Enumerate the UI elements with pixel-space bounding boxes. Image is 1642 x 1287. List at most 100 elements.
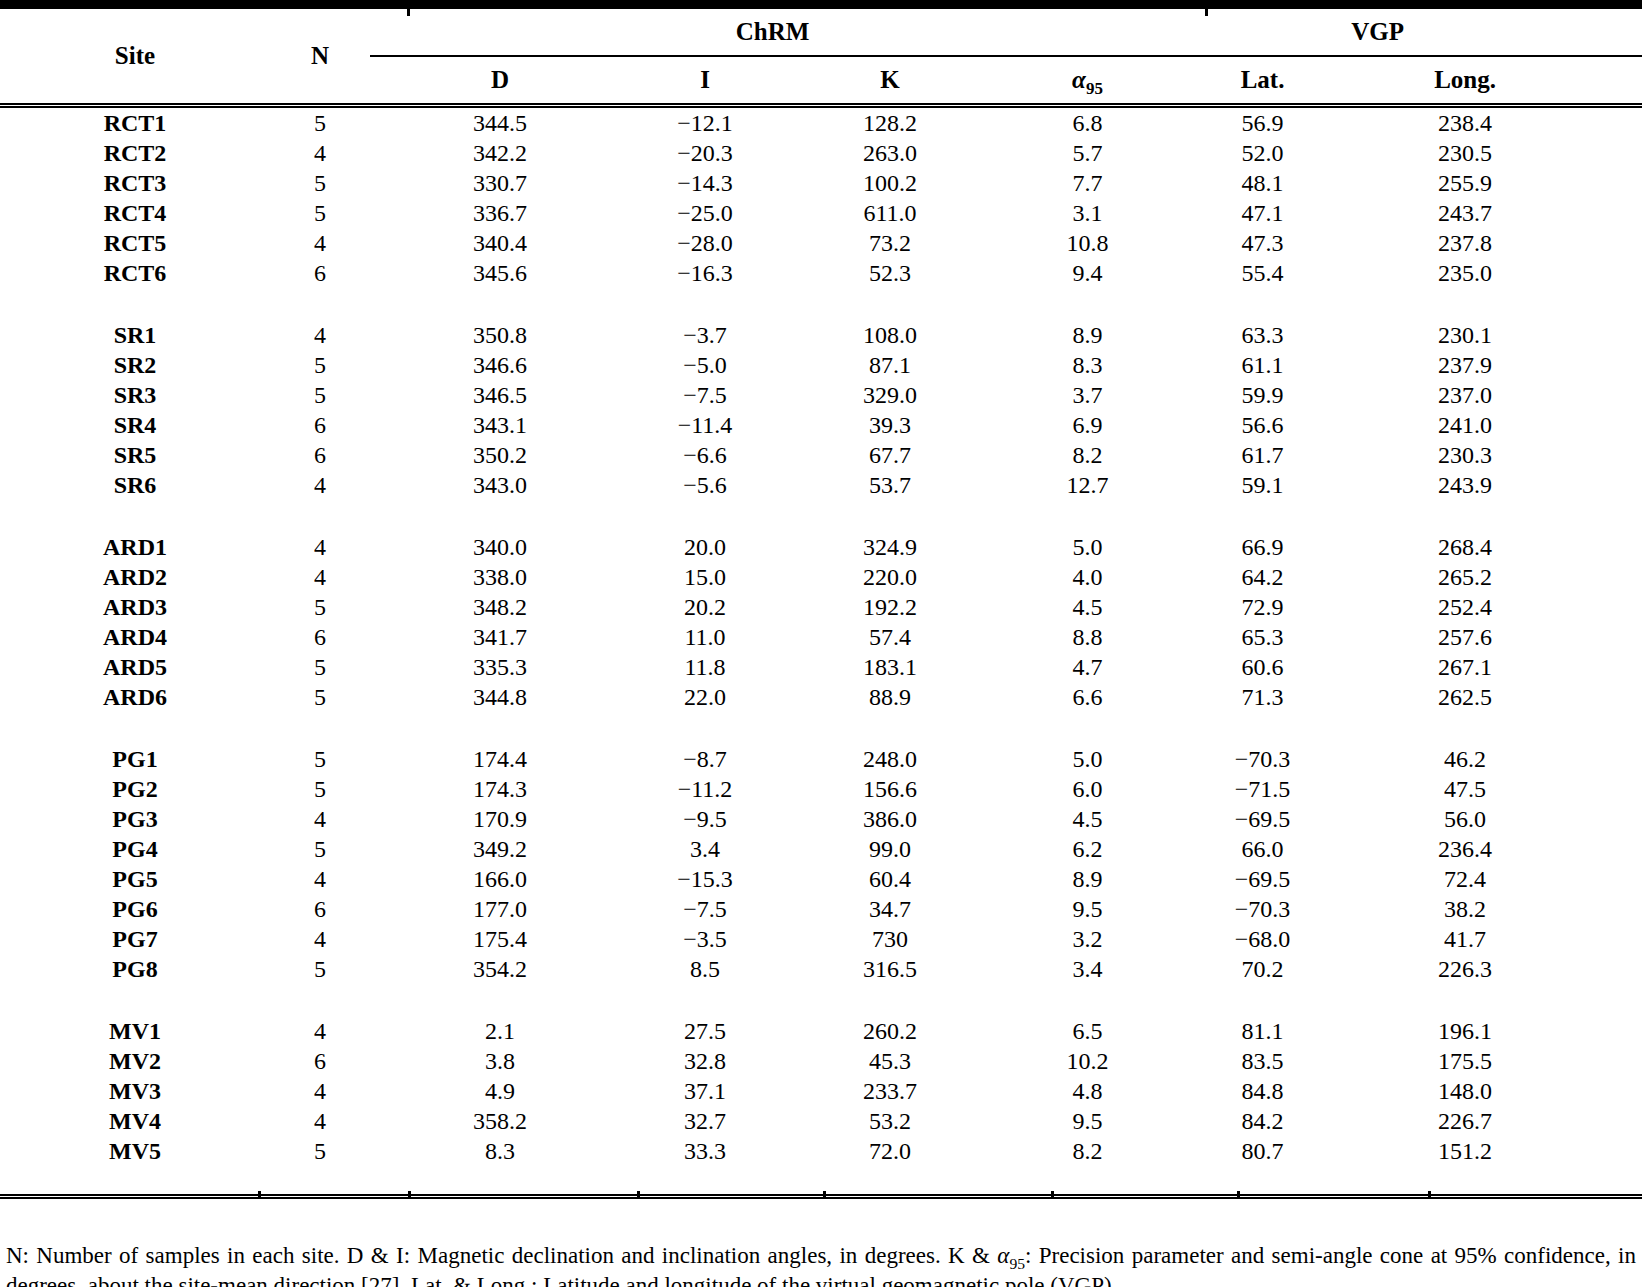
value-cell: 237.8 [1350, 228, 1642, 258]
value-cell: 48.1 [1175, 168, 1350, 198]
value-cell: 6.9 [1000, 410, 1175, 440]
table-row: SR25346.6−5.087.18.361.1237.9 [0, 350, 1642, 380]
value-cell: 7.7 [1000, 168, 1175, 198]
site-cell: PG1 [0, 744, 270, 774]
table-row: SR14350.8−3.7108.08.963.3230.1 [0, 320, 1642, 350]
value-cell: 59.1 [1175, 470, 1350, 500]
value-cell: 8.3 [370, 1136, 630, 1166]
table-row: PG15174.4−8.7248.05.0−70.346.2 [0, 744, 1642, 774]
value-cell: 81.1 [1175, 1016, 1350, 1046]
value-cell: 4.9 [370, 1076, 630, 1106]
column-divider-tick [1051, 1191, 1054, 1198]
table-row: PG54166.0−15.360.48.9−69.572.4 [0, 864, 1642, 894]
value-cell: 348.2 [370, 592, 630, 622]
column-header-long: Long. [1350, 56, 1642, 106]
value-cell: 37.1 [630, 1076, 780, 1106]
value-cell: 5 [270, 834, 370, 864]
value-cell: 4 [270, 1076, 370, 1106]
value-cell: 56.9 [1175, 106, 1350, 139]
site-cell: MV3 [0, 1076, 270, 1106]
site-cell: RCT3 [0, 168, 270, 198]
site-cell: PG3 [0, 804, 270, 834]
site-cell: SR2 [0, 350, 270, 380]
value-cell: 4.5 [1000, 592, 1175, 622]
site-cell: MV4 [0, 1106, 270, 1136]
value-cell: 330.7 [370, 168, 630, 198]
site-cell: PG5 [0, 864, 270, 894]
value-cell: 80.7 [1175, 1136, 1350, 1166]
value-cell: 3.4 [630, 834, 780, 864]
value-cell: −70.3 [1175, 894, 1350, 924]
value-cell: 2.1 [370, 1016, 630, 1046]
column-header-i: I [630, 56, 780, 106]
value-cell: 128.2 [780, 106, 1000, 139]
value-cell: 4 [270, 228, 370, 258]
value-cell: 3.1 [1000, 198, 1175, 228]
site-cell: MV2 [0, 1046, 270, 1076]
site-cell: ARD2 [0, 562, 270, 592]
table-row: SR35346.5−7.5329.03.759.9237.0 [0, 380, 1642, 410]
value-cell: 71.3 [1175, 682, 1350, 712]
value-cell: 230.5 [1350, 138, 1642, 168]
value-cell: 20.0 [630, 532, 780, 562]
table-row: ARD55335.311.8183.14.760.6267.1 [0, 652, 1642, 682]
site-cell: SR3 [0, 380, 270, 410]
value-cell: 342.2 [370, 138, 630, 168]
group-gap-row [0, 288, 1642, 320]
table-row: RCT15344.5−12.1128.26.856.9238.4 [0, 106, 1642, 139]
table-row: ARD14340.020.0324.95.066.9268.4 [0, 532, 1642, 562]
value-cell: −7.5 [630, 894, 780, 924]
group-gap-cell [0, 288, 1642, 320]
value-cell: 148.0 [1350, 1076, 1642, 1106]
bottom-pad-row [0, 1166, 1642, 1197]
alpha-subscript: 95 [1086, 79, 1103, 98]
value-cell: 5.7 [1000, 138, 1175, 168]
value-cell: 3.8 [370, 1046, 630, 1076]
table-row: MV558.333.372.08.280.7151.2 [0, 1136, 1642, 1166]
site-cell: RCT6 [0, 258, 270, 288]
value-cell: −5.6 [630, 470, 780, 500]
value-cell: 47.5 [1350, 774, 1642, 804]
value-cell: −14.3 [630, 168, 780, 198]
value-cell: 4 [270, 924, 370, 954]
value-cell: 47.1 [1175, 198, 1350, 228]
value-cell: 354.2 [370, 954, 630, 984]
value-cell: −12.1 [630, 106, 780, 139]
value-cell: 5 [270, 774, 370, 804]
value-cell: 4 [270, 532, 370, 562]
value-cell: 4 [270, 804, 370, 834]
value-cell: 4 [270, 1106, 370, 1136]
value-cell: 9.4 [1000, 258, 1175, 288]
value-cell: 5 [270, 592, 370, 622]
value-cell: 84.8 [1175, 1076, 1350, 1106]
group-gap-row [0, 712, 1642, 744]
table-row: ARD24338.015.0220.04.064.2265.2 [0, 562, 1642, 592]
value-cell: 344.5 [370, 106, 630, 139]
value-cell: 170.9 [370, 804, 630, 834]
value-cell: 20.2 [630, 592, 780, 622]
value-cell: 235.0 [1350, 258, 1642, 288]
value-cell: 66.9 [1175, 532, 1350, 562]
value-cell: 34.7 [780, 894, 1000, 924]
value-cell: 340.0 [370, 532, 630, 562]
value-cell: 243.7 [1350, 198, 1642, 228]
table-row: ARD35348.220.2192.24.572.9252.4 [0, 592, 1642, 622]
site-cell: SR4 [0, 410, 270, 440]
value-cell: 5 [270, 1136, 370, 1166]
value-cell: 349.2 [370, 834, 630, 864]
value-cell: 39.3 [780, 410, 1000, 440]
group-gap-cell [0, 500, 1642, 532]
value-cell: 329.0 [780, 380, 1000, 410]
value-cell: 243.9 [1350, 470, 1642, 500]
group-gap-cell [0, 712, 1642, 744]
table-row: SR56350.2−6.667.78.261.7230.3 [0, 440, 1642, 470]
value-cell: 10.8 [1000, 228, 1175, 258]
value-cell: 55.4 [1175, 258, 1350, 288]
site-cell: PG8 [0, 954, 270, 984]
value-cell: 166.0 [370, 864, 630, 894]
site-cell: PG7 [0, 924, 270, 954]
value-cell: 3.2 [1000, 924, 1175, 954]
table-row: RCT54340.4−28.073.210.847.3237.8 [0, 228, 1642, 258]
value-cell: −16.3 [630, 258, 780, 288]
value-cell: 265.2 [1350, 562, 1642, 592]
